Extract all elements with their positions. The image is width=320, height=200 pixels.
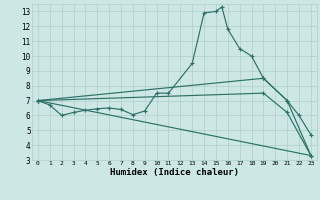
X-axis label: Humidex (Indice chaleur): Humidex (Indice chaleur) (110, 168, 239, 177)
